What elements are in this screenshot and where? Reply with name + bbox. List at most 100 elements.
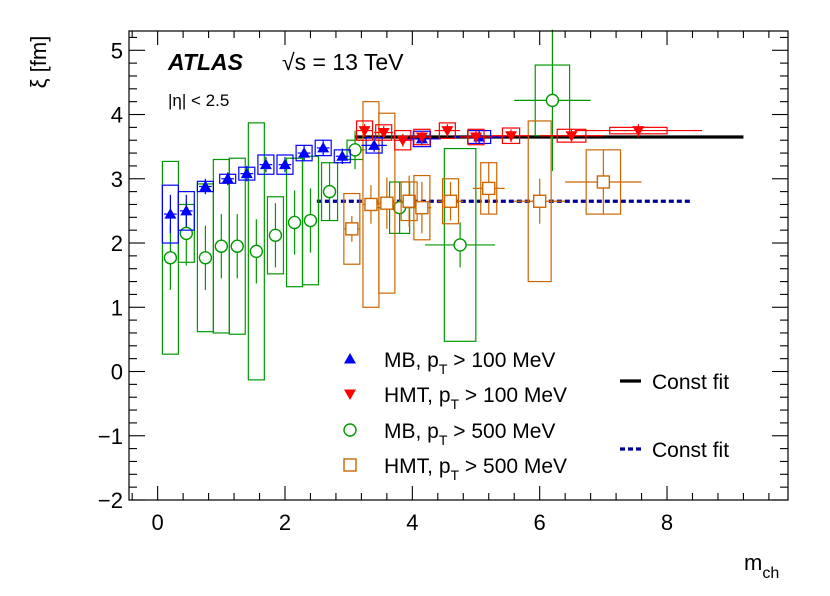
legend-fit-label: Const fit bbox=[652, 371, 729, 394]
y-tick-label: −1 bbox=[98, 424, 123, 449]
data-point bbox=[317, 141, 330, 153]
series-2 bbox=[355, 120, 703, 151]
x-tick-label: 2 bbox=[279, 510, 291, 535]
energy-label: √s = 13 TeV bbox=[282, 49, 404, 75]
sys-box bbox=[247, 122, 265, 381]
series-4 bbox=[343, 101, 642, 308]
data-point bbox=[402, 194, 416, 208]
data-point bbox=[358, 126, 371, 137]
legend-marker bbox=[343, 423, 357, 437]
data-point bbox=[303, 213, 318, 228]
legend-label-rest: > 100 MeV bbox=[447, 349, 555, 372]
y-tick-label: 0 bbox=[111, 360, 123, 385]
y-tick-label: 1 bbox=[111, 295, 123, 320]
sys-box bbox=[266, 196, 285, 275]
x-axis-label: mch bbox=[744, 550, 779, 582]
data-point bbox=[532, 194, 547, 208]
data-point bbox=[364, 197, 378, 212]
data-point bbox=[259, 158, 272, 170]
data-point bbox=[163, 251, 178, 265]
legend-label-sub: T bbox=[439, 432, 448, 448]
y-tick-label: 2 bbox=[111, 231, 123, 256]
sys-box bbox=[228, 157, 246, 335]
data-point bbox=[453, 238, 467, 252]
legend-marker bbox=[343, 458, 357, 472]
data-point bbox=[164, 208, 177, 219]
legend-label-rest: > 100 MeV bbox=[459, 384, 567, 407]
sys-box bbox=[257, 154, 275, 175]
data-point bbox=[443, 194, 458, 208]
data-point bbox=[249, 244, 264, 259]
x-tick-label: 6 bbox=[534, 510, 546, 535]
data-point bbox=[470, 132, 483, 144]
data-point bbox=[368, 139, 381, 150]
data-point bbox=[396, 135, 409, 147]
data-point bbox=[505, 131, 518, 142]
legend-label-main: MB, p bbox=[384, 420, 439, 443]
legend-marker bbox=[344, 353, 356, 364]
sys-box bbox=[355, 120, 374, 141]
legend-label: HMT, pT > 100 MeV bbox=[384, 384, 567, 412]
marks-layer bbox=[161, 29, 744, 381]
x-axis-label-sub: ch bbox=[762, 565, 779, 582]
legend-label-sub: T bbox=[451, 467, 460, 483]
y-tick-label: 5 bbox=[111, 38, 123, 63]
data-point bbox=[545, 93, 560, 108]
data-point bbox=[240, 167, 253, 179]
y-tick-label: −2 bbox=[98, 488, 123, 513]
y-tick-label: 3 bbox=[111, 167, 123, 192]
legend-label-rest: > 500 MeV bbox=[447, 420, 555, 443]
data-point bbox=[268, 228, 283, 243]
data-point bbox=[345, 222, 359, 236]
x-axis-label-main: m bbox=[744, 550, 762, 575]
x-tick-label: 4 bbox=[406, 510, 418, 535]
data-point bbox=[380, 196, 394, 210]
sys-box bbox=[177, 191, 195, 231]
legend-label-main: HMT, p bbox=[384, 455, 451, 478]
x-tick-label: 8 bbox=[661, 510, 673, 535]
legend-fit-label: Const fit bbox=[652, 439, 729, 462]
eta-cut-label: |η| < 2.5 bbox=[168, 91, 229, 110]
plot-frame bbox=[128, 30, 789, 501]
data-point bbox=[287, 215, 302, 230]
data-point bbox=[298, 147, 311, 158]
experiment-label: ATLAS bbox=[167, 49, 244, 75]
axes-layer: 0 2 4 6 8 −2 −1 0 1 2 3 4 5 bbox=[98, 30, 789, 535]
data-point bbox=[199, 180, 212, 191]
data-point bbox=[322, 184, 337, 199]
data-point bbox=[415, 200, 429, 215]
legend-marker bbox=[344, 389, 356, 400]
sys-box bbox=[301, 155, 320, 286]
y-axis-label: ξ [fm] bbox=[26, 36, 51, 89]
legend-label: MB, pT > 500 MeV bbox=[384, 420, 555, 448]
data-point bbox=[565, 131, 578, 142]
data-point bbox=[596, 175, 611, 189]
data-point bbox=[278, 158, 291, 170]
data-point bbox=[214, 239, 229, 253]
data-point bbox=[198, 251, 213, 265]
legend-label: HMT, pT > 500 MeV bbox=[384, 455, 567, 483]
data-point bbox=[377, 128, 390, 139]
series-3 bbox=[161, 29, 591, 381]
legend-label-main: HMT, p bbox=[384, 384, 451, 407]
data-point bbox=[632, 126, 645, 137]
data-point bbox=[482, 181, 496, 196]
sys-box bbox=[343, 192, 361, 265]
data-point bbox=[415, 132, 428, 144]
data-point bbox=[180, 204, 193, 216]
y-tick-label: 4 bbox=[111, 103, 123, 128]
legend-label-main: MB, p bbox=[384, 349, 439, 372]
data-point bbox=[179, 226, 194, 241]
legend-label: MB, pT > 100 MeV bbox=[384, 349, 555, 377]
sys-box bbox=[276, 154, 294, 175]
data-point bbox=[336, 150, 349, 161]
data-point bbox=[441, 126, 454, 137]
legend-label-sub: T bbox=[451, 396, 460, 412]
data-point bbox=[230, 239, 244, 253]
legend-label-rest: > 500 MeV bbox=[459, 455, 567, 478]
x-tick-label: 0 bbox=[152, 510, 164, 535]
legend-label-sub: T bbox=[439, 361, 448, 377]
data-point bbox=[221, 172, 234, 184]
